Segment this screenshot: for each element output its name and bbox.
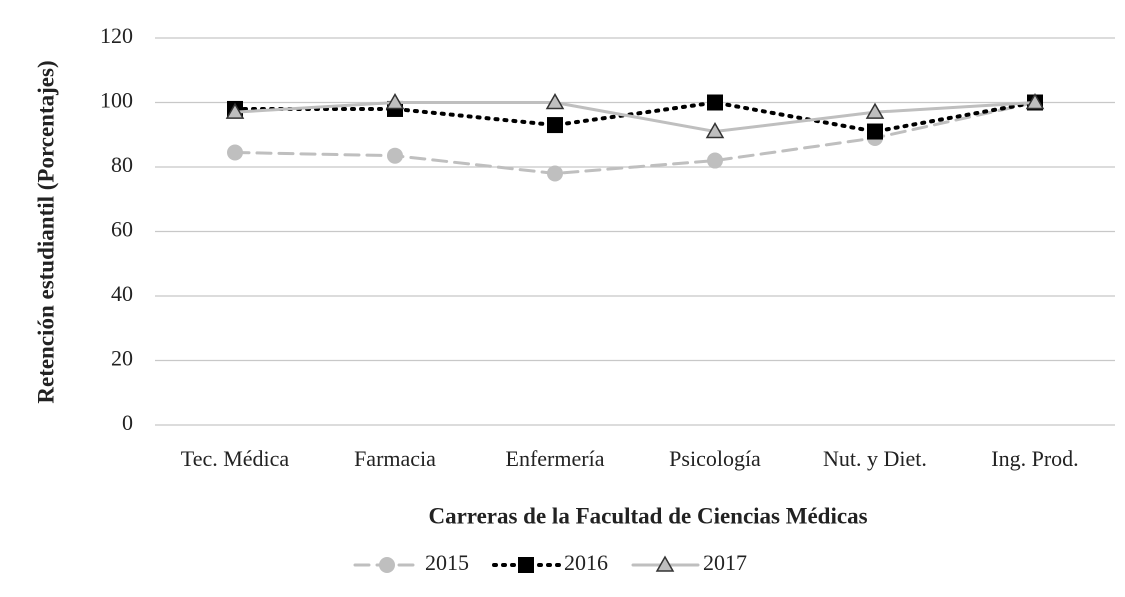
- marker: [547, 117, 563, 134]
- legend-label: 2017: [703, 550, 747, 575]
- series-line: [233, 100, 1037, 134]
- marker: [547, 165, 563, 182]
- marker: [227, 144, 243, 161]
- y-tick-label: 20: [111, 346, 133, 371]
- y-tick-label: 80: [111, 152, 133, 177]
- y-tick-label: 120: [100, 23, 133, 48]
- x-tick-label: Psicología: [669, 446, 761, 471]
- x-tick-label: Farmacia: [354, 446, 436, 471]
- y-tick-label: 100: [100, 88, 133, 113]
- x-axis-title: Carreras de la Facultad de Ciencias Médi…: [428, 503, 867, 528]
- marker: [865, 102, 885, 119]
- x-tick-label: Tec. Médica: [181, 446, 290, 471]
- marker: [707, 152, 723, 169]
- y-tick-label: 40: [111, 281, 133, 306]
- y-axis-title: Retención estudiantil (Porcentajes): [33, 60, 58, 403]
- marker: [225, 102, 245, 119]
- marker: [1025, 92, 1045, 110]
- series-line: [233, 101, 1037, 134]
- legend-marker: [379, 557, 395, 573]
- marker: [707, 94, 723, 111]
- x-tick-label: Ing. Prod.: [991, 446, 1078, 471]
- marker: [385, 92, 405, 110]
- x-tick-label: Nut. y Diet.: [823, 446, 927, 471]
- marker: [387, 147, 403, 164]
- series-line: [233, 101, 1037, 175]
- legend-label: 2016: [564, 550, 608, 575]
- x-tick-label: Enfermería: [506, 446, 605, 471]
- legend-marker: [518, 557, 534, 573]
- y-tick-label: 0: [122, 410, 133, 435]
- marker: [867, 123, 883, 140]
- legend-marker: [655, 555, 675, 572]
- legend-label: 2015: [425, 550, 469, 575]
- y-tick-label: 60: [111, 217, 133, 242]
- marker: [705, 122, 725, 139]
- marker: [545, 92, 565, 110]
